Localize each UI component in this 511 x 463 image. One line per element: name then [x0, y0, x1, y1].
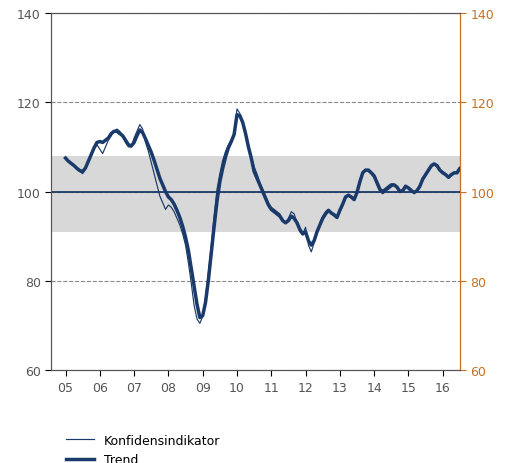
- Legend: Konfidensindikator, Trend: Konfidensindikator, Trend: [61, 429, 225, 463]
- Bar: [51, 156, 460, 232]
